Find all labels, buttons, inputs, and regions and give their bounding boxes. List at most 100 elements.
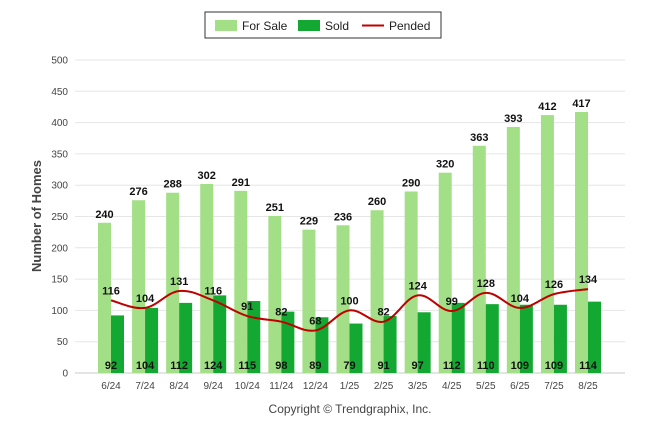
bars (98, 111, 601, 374)
bar-sold (417, 312, 431, 373)
x-tick-label: 7/25 (544, 381, 564, 392)
bar-sold (281, 311, 295, 373)
y-tick-label: 400 (51, 118, 68, 129)
bar-for-sale (438, 172, 452, 373)
x-tick-label: 3/25 (408, 381, 428, 392)
data-label-sold: 109 (545, 360, 563, 372)
bar-sold (519, 304, 533, 373)
bar-for-sale (98, 222, 111, 373)
bar-for-sale (268, 215, 282, 373)
y-tick-label: 0 (62, 369, 68, 380)
legend-label-for-sale: For Sale (242, 19, 288, 33)
x-tick-label: 10/24 (235, 381, 260, 392)
x-tick-label: 12/24 (303, 381, 328, 392)
data-label-pended: 116 (102, 285, 120, 297)
legend-swatch-sold (298, 20, 320, 31)
data-label-for-sale: 417 (572, 98, 590, 110)
data-label-for-sale: 290 (402, 177, 420, 189)
bar-for-sale (404, 191, 418, 373)
data-label-for-sale: 412 (538, 101, 556, 113)
legend-label-pended: Pended (389, 19, 430, 33)
data-label-pended: 124 (408, 280, 427, 292)
x-tick-label: 2/25 (374, 381, 394, 392)
x-tick-label: 1/25 (340, 381, 360, 392)
bar-for-sale (132, 200, 146, 373)
copyright-text: Copyright © Trendgraphix, Inc. (269, 402, 432, 416)
y-tick-label: 500 (51, 56, 68, 67)
bar-for-sale (540, 115, 554, 373)
legend: For Sale Sold Pended (204, 11, 442, 39)
legend-label-sold: Sold (325, 19, 349, 33)
data-label-for-sale: 288 (163, 179, 181, 191)
data-label-pended: 99 (446, 296, 458, 308)
y-tick-label: 250 (51, 212, 68, 223)
data-label-pended: 104 (136, 293, 155, 305)
data-label-sold: 115 (238, 360, 256, 372)
data-label-pended: 126 (545, 279, 563, 291)
bar-sold (383, 316, 397, 373)
data-label-pended: 68 (309, 315, 321, 327)
x-tick-label: 6/24 (101, 381, 121, 392)
data-label-sold: 104 (136, 360, 155, 372)
y-axis-label: Number of Homes (29, 160, 44, 272)
data-label-pended: 128 (477, 278, 495, 290)
data-label-sold: 98 (275, 360, 287, 372)
data-label-sold: 97 (412, 360, 424, 372)
data-label-pended: 116 (204, 285, 222, 297)
data-label-for-sale: 393 (504, 113, 522, 125)
data-label-pended: 100 (340, 295, 358, 307)
bar-sold (179, 302, 193, 373)
legend-swatch-for-sale (215, 20, 237, 31)
x-tick-label: 4/25 (442, 381, 462, 392)
data-label-for-sale: 229 (300, 216, 318, 228)
data-label-sold: 112 (170, 360, 188, 372)
data-label-for-sale: 236 (334, 211, 352, 223)
data-label-for-sale: 363 (470, 132, 488, 144)
y-axis-ticks: 0 50 100 150 200 250 300 350 400 450 500 (51, 56, 68, 380)
data-label-sold: 109 (511, 360, 529, 372)
data-label-pended: 104 (511, 293, 530, 305)
x-tick-label: 9/24 (203, 381, 223, 392)
data-label-sold: 112 (443, 360, 461, 372)
y-tick-label: 100 (51, 306, 68, 317)
data-label-pended: 91 (241, 301, 253, 313)
y-tick-label: 150 (51, 275, 68, 286)
y-tick-label: 350 (51, 149, 68, 160)
data-labels: 240 92 276 104 288 112 302 124 291 115 251 98 229 89 2… (95, 98, 598, 372)
bar-for-sale (336, 225, 350, 373)
bar-for-sale (472, 145, 486, 373)
bar-sold (588, 301, 601, 373)
data-label-for-sale: 260 (368, 196, 386, 208)
data-label-for-sale: 302 (198, 170, 216, 182)
x-tick-label: 7/24 (135, 381, 155, 392)
bar-for-sale (166, 192, 180, 373)
bar-sold (485, 304, 499, 373)
bar-for-sale (200, 183, 214, 373)
data-label-sold: 114 (579, 360, 598, 372)
bar-sold (111, 315, 124, 373)
bar-for-sale (234, 190, 248, 373)
data-label-sold: 92 (105, 360, 117, 372)
data-label-sold: 110 (477, 360, 495, 372)
x-tick-label: 6/25 (510, 381, 530, 392)
data-label-pended: 82 (377, 307, 389, 319)
bar-sold (451, 302, 465, 373)
bar-for-sale (575, 111, 588, 373)
data-label-sold: 124 (204, 360, 223, 372)
data-label-for-sale: 291 (232, 177, 250, 189)
data-label-for-sale: 320 (436, 159, 454, 171)
data-label-pended: 131 (170, 276, 188, 288)
data-label-for-sale: 251 (266, 202, 284, 214)
x-axis-ticks: 6/24 7/24 8/24 9/24 10/24 11/24 12/24 1/25 2/25 3… (101, 381, 598, 392)
data-label-for-sale: 276 (129, 186, 147, 198)
legend-box (204, 11, 442, 39)
bar-for-sale (370, 210, 384, 373)
x-tick-label: 5/25 (476, 381, 496, 392)
y-tick-label: 450 (51, 87, 68, 98)
bar-sold (315, 317, 329, 373)
y-tick-label: 200 (51, 243, 68, 254)
y-tick-label: 300 (51, 181, 68, 192)
bar-sold (145, 307, 159, 373)
bar-for-sale (506, 126, 520, 374)
